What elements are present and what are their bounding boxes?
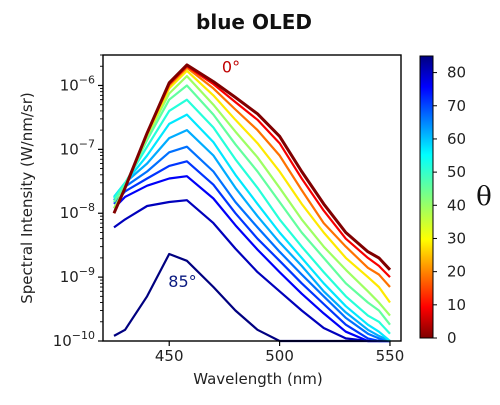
colorbar-ticks: 0 10 20 30 40 50 60 70 80: [433, 64, 466, 347]
y-tick-label: 10−7: [60, 137, 95, 158]
plot-area: 450 500 550 10−6 10−7 10−8 10−9 10−10 0° 85°: [53, 54, 404, 365]
angle-annotation: 0°: [222, 57, 240, 76]
colorbar-gradient: [419, 55, 434, 339]
y-tick-label: 10−8: [60, 201, 95, 222]
series-line-0deg: [112, 63, 392, 271]
series-line-70deg: [113, 160, 390, 343]
colorbar-tick-label: 40: [447, 196, 466, 214]
series-line-45deg: [113, 84, 391, 326]
series-line-65deg: [113, 145, 391, 343]
x-tick-label: 550: [376, 347, 405, 365]
y-tick-label: 10−9: [60, 265, 95, 286]
series-layer: [112, 63, 392, 343]
series-line-40deg: [113, 74, 391, 317]
series-line-75deg: [113, 175, 390, 343]
y-axis-label: Spectral Intensity (W/nm/sr): [18, 92, 36, 304]
y-axis: 10−6 10−7 10−8 10−9 10−10: [53, 54, 103, 350]
colorbar-tick-label: 20: [447, 263, 466, 281]
y-tick-label: 10−10: [53, 329, 95, 350]
series-line-80deg: [113, 199, 390, 343]
x-axis-label: Wavelength (nm): [193, 370, 323, 388]
colorbar-tick-label: 60: [447, 130, 466, 148]
plot-frame: [102, 54, 402, 342]
colorbar-tick-label: 10: [447, 296, 466, 314]
colorbar-tick-label: 70: [447, 97, 466, 115]
colorbar-tick-label: 30: [447, 229, 466, 247]
colorbar-tick-label: 80: [447, 64, 466, 82]
colorbar-tick-label: 0: [447, 329, 457, 347]
annotations: 0° 85°: [168, 57, 240, 291]
series-line-60deg: [113, 129, 391, 342]
series-line-55deg: [113, 113, 391, 342]
x-tick-label: 450: [155, 347, 184, 365]
x-tick-label: 500: [265, 347, 294, 365]
chart-title: blue OLED: [196, 10, 312, 34]
colorbar-tick-label: 50: [447, 163, 466, 181]
angle-annotation: 85°: [168, 272, 196, 291]
colorbar-label: θ: [476, 182, 492, 212]
colorbar: 0 10 20 30 40 50 60 70 80 θ: [419, 55, 492, 347]
x-axis: 450 500 550: [155, 341, 404, 365]
y-tick-label: 10−6: [60, 73, 95, 94]
series-line-50deg: [113, 98, 391, 335]
